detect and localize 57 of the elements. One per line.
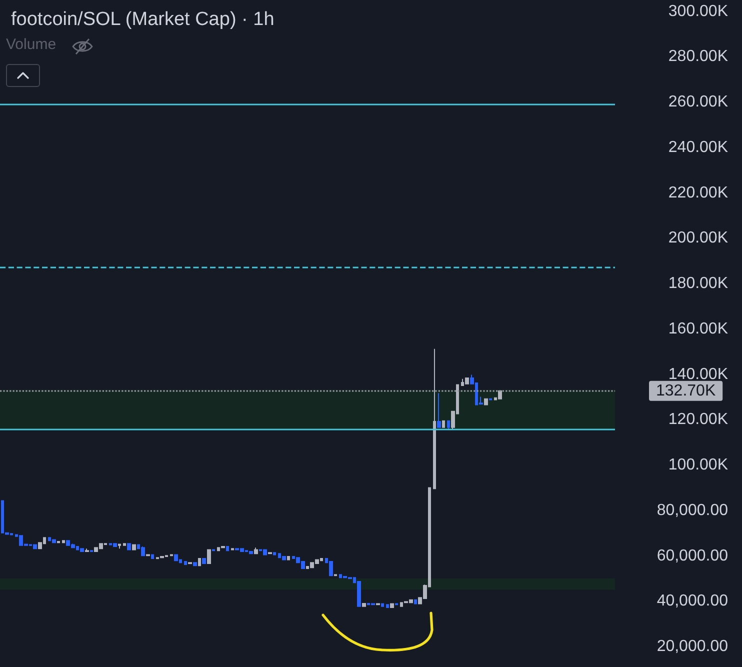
- candlestick: [226, 546, 229, 552]
- candlestick: [381, 603, 384, 607]
- candlestick: [174, 554, 178, 562]
- annotation: Volume: [6, 36, 56, 53]
- y-tick-label: 160.00K: [668, 320, 728, 338]
- y-tick-label: 220.00K: [668, 184, 728, 202]
- candlestick: [390, 603, 394, 608]
- y-tick-label: 40,000.00: [656, 592, 728, 610]
- candlestick: [254, 547, 258, 554]
- y-tick-label: 240.00K: [668, 138, 728, 156]
- candlestick: [80, 548, 84, 552]
- candlestick: [433, 348, 436, 490]
- candlestick: [85, 548, 89, 552]
- y-tick-label: 100.00K: [668, 456, 728, 474]
- candlestick: [329, 561, 333, 576]
- y-tick-label: 120.00K: [668, 411, 728, 428]
- candlestick: [263, 549, 267, 556]
- candlestick: [357, 580, 361, 607]
- candlestick: [202, 558, 206, 564]
- ref-line-label: 132.70K: [656, 382, 716, 400]
- candlestick: [141, 546, 145, 556]
- y-tick-label: 140.00K: [668, 366, 728, 383]
- y-tick-label: 180.00K: [668, 275, 728, 292]
- candlestick: [118, 544, 121, 550]
- candlestick: [447, 420, 450, 430]
- candlestick: [127, 543, 131, 550]
- candlestick: [282, 556, 286, 560]
- candlestick: [184, 561, 187, 565]
- candlestick: [207, 549, 211, 564]
- y-tick-label: 280.00K: [668, 48, 728, 66]
- candlestick: [249, 551, 253, 554]
- candlestick: [132, 544, 136, 550]
- y-tick-label: 200.00K: [668, 230, 728, 247]
- candlestick: [113, 543, 117, 548]
- y-tick-label: 80,000.00: [656, 502, 728, 519]
- y-tick-label: 20,000.00: [656, 638, 728, 656]
- candlestick: [198, 558, 201, 566]
- candlestick: [123, 543, 126, 546]
- candlestick: [498, 390, 502, 400]
- y-tick-label: 260.00K: [668, 94, 728, 111]
- candlestick: [437, 392, 441, 428]
- text: footcoin/SOL (Market Cap) · 1h: [11, 9, 274, 30]
- candlestick: [287, 556, 290, 560]
- candlestick: [386, 604, 389, 608]
- candlestick: [193, 562, 197, 566]
- y-tick-label: 60,000.00: [656, 547, 728, 564]
- candlestick: [465, 377, 469, 384]
- candlestick: [33, 544, 37, 550]
- candlestick: [52, 539, 56, 544]
- candlestick: [273, 552, 276, 556]
- candlestick: [362, 602, 366, 607]
- candlestick: [484, 398, 488, 406]
- candlestick: [62, 540, 65, 544]
- candlestick: [151, 554, 154, 560]
- candlestick: [442, 420, 445, 428]
- candlestick: [414, 599, 417, 604]
- y-tick-label: 300.00K: [668, 2, 728, 20]
